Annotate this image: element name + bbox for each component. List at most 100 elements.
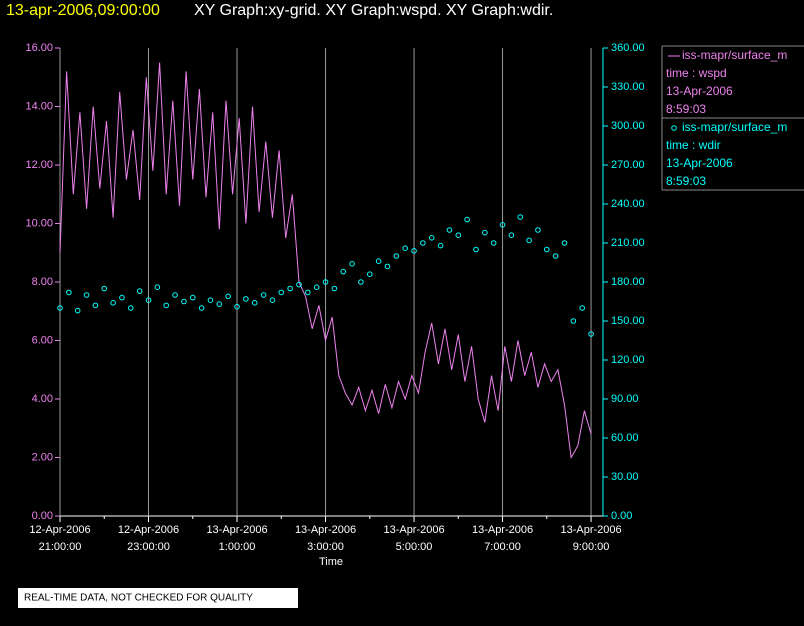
wdir-point: [543, 246, 550, 253]
wdir-point: [163, 302, 170, 309]
wdir-point: [145, 297, 152, 304]
wdir-point: [570, 318, 577, 324]
wdir-point: [464, 216, 470, 223]
wdir-point: [154, 284, 161, 291]
wdir-point: [499, 222, 506, 228]
y-tick-label: 4.00: [32, 393, 53, 405]
wdir-point: [402, 245, 408, 251]
wdir-point: [561, 240, 568, 246]
y-tick-label: 2.00: [32, 451, 53, 463]
wdir-point: [136, 288, 143, 294]
wdir-point: [579, 305, 586, 311]
x-tick-label: 12-Apr-2006 21:00:00: [29, 524, 90, 553]
y2-tick-label: 300.00: [611, 120, 645, 132]
wdir-point: [366, 271, 373, 278]
wdir-point: [446, 227, 453, 233]
legend-name: iss-mapr/surface_m: [682, 120, 787, 134]
wdir-point: [508, 232, 515, 238]
legend-detail: 13-Apr-2006: [666, 84, 733, 98]
y-tick-label: 6.00: [32, 334, 53, 346]
wdir-point: [110, 300, 116, 306]
y2-tick-label: 150.00: [611, 315, 645, 327]
wdir-point: [172, 292, 178, 298]
y-tick-label: 12.00: [25, 159, 53, 171]
wdir-point: [119, 294, 125, 301]
wdir-point: [349, 261, 355, 267]
y2-tick-label: 30.00: [611, 471, 639, 483]
wdir-point: [269, 297, 276, 304]
wdir-point: [393, 253, 400, 259]
wdir-point: [588, 331, 594, 337]
x-tick-label: 13-Apr-2006 3:00:00: [295, 524, 356, 553]
wdir-point: [552, 253, 559, 259]
wdir-point: [296, 281, 302, 288]
wdir-point: [57, 305, 63, 311]
wdir-point: [198, 305, 205, 311]
wdir-point: [331, 285, 338, 292]
y-tick-label: 10.00: [25, 217, 53, 229]
wdir-point: [490, 240, 497, 246]
wdir-point: [473, 246, 479, 253]
legend-detail: 13-Apr-2006: [666, 156, 733, 170]
footer-box: [18, 588, 298, 608]
wdir-point: [358, 279, 364, 285]
wdir-point: [482, 229, 488, 236]
wdir-point: [420, 240, 426, 246]
y2-tick-label: 210.00: [611, 237, 645, 249]
x-tick-label: 13-Apr-2006 1:00:00: [206, 524, 267, 553]
wdir-point: [384, 263, 391, 270]
wdir-point: [74, 307, 81, 314]
wdir-point: [66, 289, 72, 296]
wdir-point: [92, 302, 99, 309]
y-tick-label: 16.00: [25, 42, 53, 54]
x-axis-label: Time: [319, 556, 343, 568]
y2-tick-label: 180.00: [611, 276, 645, 288]
wdir-point: [181, 298, 187, 305]
wdir-point: [234, 303, 240, 310]
wdir-point: [260, 292, 267, 298]
wdir-point: [83, 292, 90, 298]
timestamp: 13-apr-2006,09:00:00: [6, 2, 160, 19]
wdir-point: [535, 227, 541, 233]
legend-detail: time : wspd: [666, 66, 727, 80]
wdir-point: [243, 296, 249, 302]
y2-tick-label: 0.00: [611, 510, 632, 522]
wdir-point: [322, 279, 329, 285]
wdir-point: [287, 285, 293, 292]
legend-name: iss-mapr/surface_m: [682, 48, 787, 62]
legend-swatch: [671, 125, 677, 131]
wdir-point: [101, 285, 108, 292]
legend-detail: 8:59:03: [666, 102, 706, 116]
footer: REAL-TIME DATA, NOT CHECKED FOR QUALITY: [24, 593, 253, 604]
x-tick-label: 12-Apr-2006 23:00:00: [118, 524, 179, 553]
wdir-point: [128, 305, 134, 311]
y2-tick-label: 330.00: [611, 81, 645, 93]
y-tick-label: 14.00: [25, 100, 53, 112]
wdir-point: [428, 235, 435, 241]
x-tick-label: 13-Apr-2006 9:00:00: [560, 524, 621, 553]
legend-detail: 8:59:03: [666, 174, 706, 188]
wdir-point: [225, 293, 231, 300]
wdir-point: [251, 300, 258, 306]
wdir-point: [437, 242, 444, 249]
y2-tick-label: 60.00: [611, 432, 639, 444]
y2-tick-label: 120.00: [611, 354, 645, 366]
wdir-point: [305, 289, 311, 296]
chart-title: XY Graph:xy-grid. XY Graph:wspd. XY Grap…: [194, 2, 553, 19]
wdir-point: [526, 237, 532, 244]
wdir-point: [411, 248, 417, 254]
y-tick-label: 0.00: [32, 510, 53, 522]
wdir-point: [375, 258, 382, 265]
y2-tick-label: 360.00: [611, 42, 645, 54]
y2-tick-label: 90.00: [611, 393, 639, 405]
wdir-point: [517, 214, 524, 220]
wdir-point: [455, 232, 462, 238]
y2-tick-label: 240.00: [611, 198, 645, 210]
y-tick-label: 8.00: [32, 276, 53, 288]
wdir-point: [313, 284, 320, 291]
wspd-line: [59, 62, 592, 460]
wdir-point: [340, 268, 347, 275]
x-tick-label: 13-Apr-2006 7:00:00: [472, 524, 533, 553]
y2-tick-label: 270.00: [611, 159, 645, 171]
